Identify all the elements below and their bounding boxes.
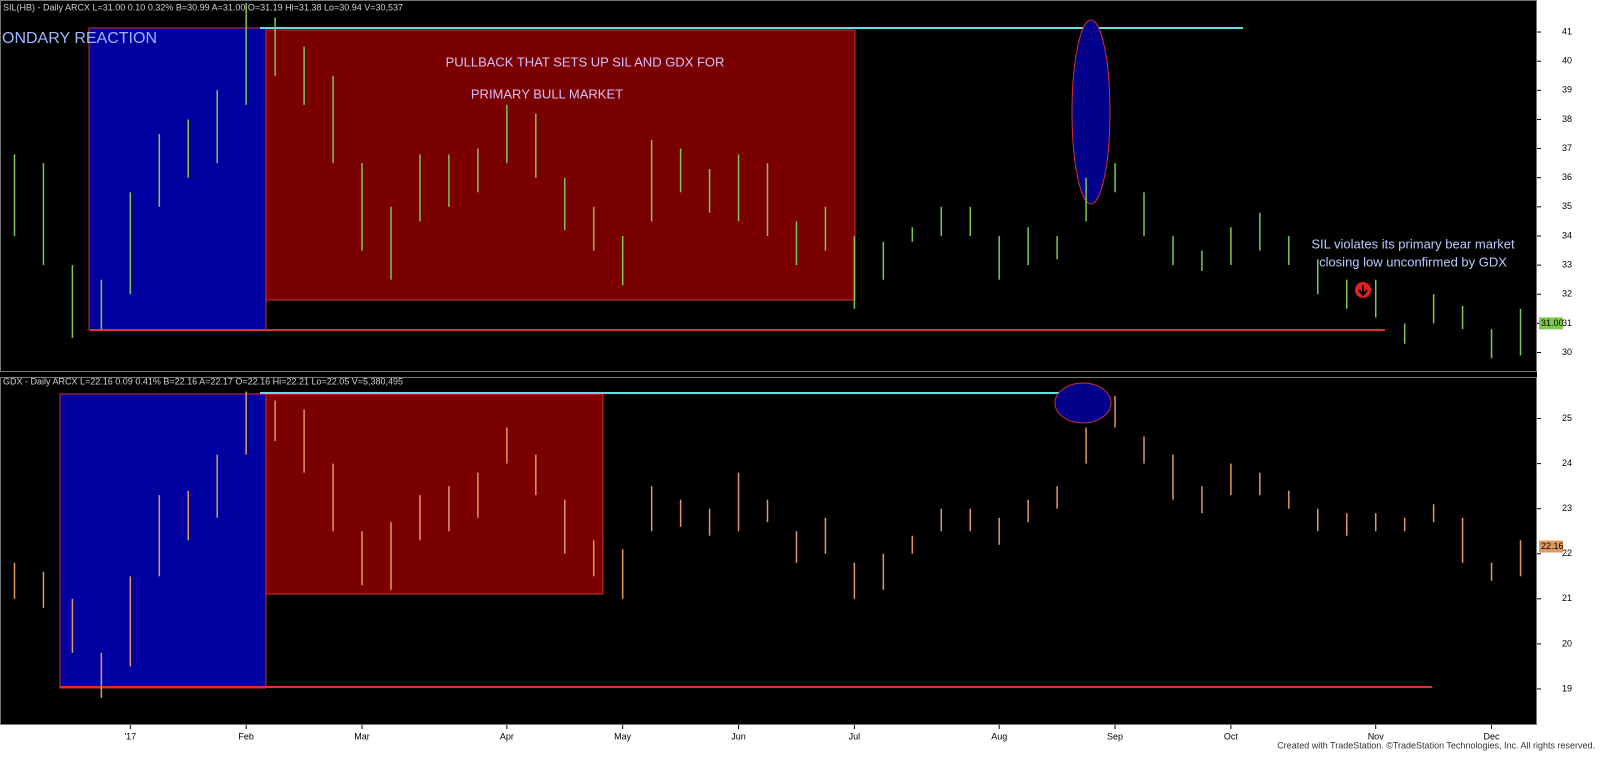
y-tick-label: 38 [1562, 114, 1572, 124]
y-tick-label: 24 [1562, 458, 1572, 468]
highlight [1054, 382, 1112, 424]
annotation: PULLBACK THAT SETS UP SIL AND GDX FOR [446, 54, 725, 69]
annotation: PRIMARY BULL MARKET [471, 86, 623, 101]
x-tick-label: Apr [500, 731, 514, 741]
y-tick-label: 35 [1562, 201, 1572, 211]
y-tick-label: 31 [1562, 318, 1572, 328]
y-tick-label: 22 [1562, 548, 1572, 558]
x-tick-label: Jun [731, 731, 746, 741]
y-tick-label: 25 [1562, 413, 1572, 423]
annotation: SIL violates its primary bear market [1311, 236, 1515, 251]
y-tick-label: 19 [1562, 683, 1572, 693]
x-tick-label: Sep [1107, 731, 1123, 741]
last-price [1539, 317, 1563, 330]
y-tick-label: 32 [1562, 289, 1572, 299]
y-tick-label: 33 [1562, 259, 1572, 269]
highlight [1071, 19, 1111, 205]
panel-frame [0, 0, 1537, 372]
y-tick-label: 23 [1562, 503, 1572, 513]
x-tick-label: Aug [991, 731, 1007, 741]
arrow-icon [1358, 285, 1368, 297]
axis-strip [1537, 0, 1600, 767]
footer: Created with TradeStation. ©TradeStation… [1277, 740, 1595, 750]
x-tick-label: Jul [849, 731, 861, 741]
x-tick-label: Nov [1368, 731, 1385, 741]
y-tick-label: 36 [1562, 172, 1572, 182]
box [59, 393, 267, 689]
panel-frame [0, 377, 1537, 725]
annotation: closing low unconfirmed by GDX [1319, 254, 1507, 269]
y-tick-label: 20 [1562, 638, 1572, 648]
last-price-label: 22.16 [1541, 541, 1564, 551]
marks [13, 2, 1522, 698]
date-strip [0, 725, 1600, 767]
x-tick-label: '17 [124, 731, 136, 741]
last-price [1539, 540, 1563, 553]
box [88, 27, 267, 331]
box [265, 29, 856, 301]
last-price-label: 31.00 [1541, 318, 1564, 328]
y-tick-label: 41 [1562, 26, 1572, 36]
x-tick-label: Mar [354, 731, 370, 741]
y-tick-label: 39 [1562, 85, 1572, 95]
x-tick-label: Oct [1224, 731, 1239, 741]
y-tick-label: 34 [1562, 230, 1572, 240]
y-tick-label: 40 [1562, 56, 1572, 66]
x-tick-label: Dec [1484, 731, 1501, 741]
y-tick-label: 21 [1562, 593, 1572, 603]
x-tick-label: May [614, 731, 632, 741]
box [265, 393, 604, 595]
y-tick-label: 37 [1562, 143, 1572, 153]
annotation: ONDARY REACTION [2, 30, 157, 47]
header: GDX - Daily ARCX L=22.16 0.09 0.41% B=22… [3, 376, 403, 386]
header: SIL(HB) - Daily ARCX L=31.00 0.10 0.32% … [3, 2, 403, 12]
x-tick-label: Feb [238, 731, 254, 741]
y-tick-label: 30 [1562, 347, 1572, 357]
